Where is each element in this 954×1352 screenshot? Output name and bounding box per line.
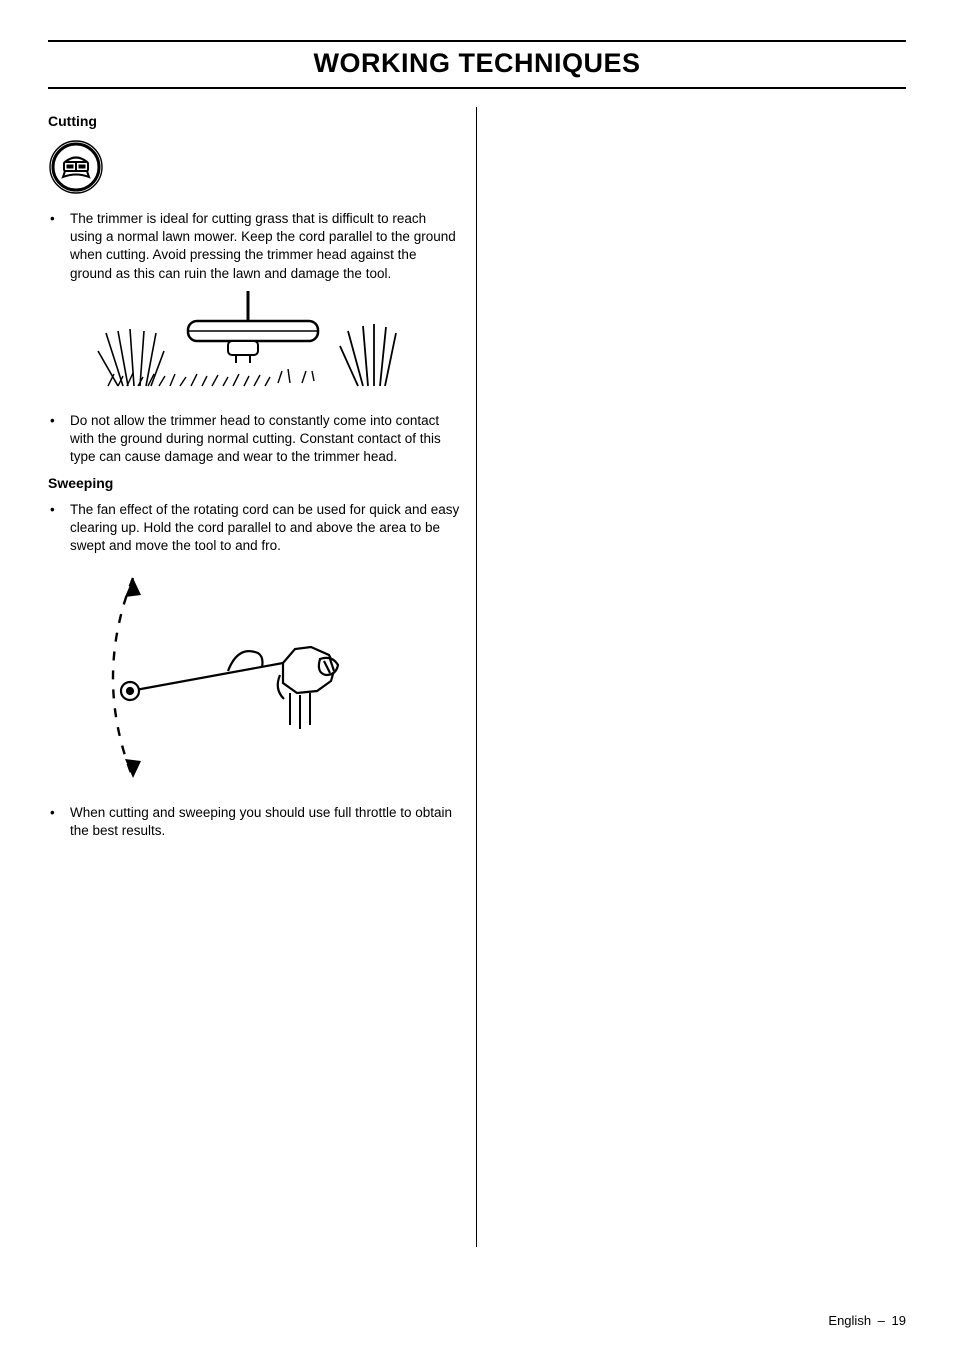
right-column <box>477 107 906 1247</box>
read-manual-icon-row <box>48 139 460 200</box>
bullet-marker: • <box>48 804 70 822</box>
heading-sweeping: Sweeping <box>48 475 460 491</box>
page-title: WORKING TECHNIQUES <box>313 48 640 78</box>
content-columns: Cutting • The trimmer is ideal for cutti… <box>48 107 906 1247</box>
bullet-sweeping-1: • The fan effect of the rotating cord ca… <box>48 501 460 556</box>
illustration-cutting <box>68 291 460 406</box>
bullet-cutting-2: • Do not allow the trimmer head to const… <box>48 412 460 467</box>
bullet-sweeping-2: • When cutting and sweeping you should u… <box>48 804 460 840</box>
footer-separator: – <box>875 1313 888 1328</box>
bullet-cutting-2-text: Do not allow the trimmer head to constan… <box>70 412 460 467</box>
bullet-sweeping-2-text: When cutting and sweeping you should use… <box>70 804 460 840</box>
page-footer: English – 19 <box>828 1313 906 1328</box>
bullet-cutting-1-text: The trimmer is ideal for cutting grass t… <box>70 210 460 283</box>
heading-cutting: Cutting <box>48 113 460 129</box>
left-column: Cutting • The trimmer is ideal for cutti… <box>48 107 477 1247</box>
bullet-cutting-1: • The trimmer is ideal for cutting grass… <box>48 210 460 283</box>
illustration-sweeping <box>68 563 460 798</box>
page-title-block: WORKING TECHNIQUES <box>48 40 906 89</box>
bullet-marker: • <box>48 501 70 519</box>
read-manual-icon <box>48 139 104 195</box>
footer-page-number: 19 <box>892 1313 906 1328</box>
bullet-marker: • <box>48 412 70 430</box>
page-root: WORKING TECHNIQUES Cutting • The tri <box>0 0 954 1352</box>
bullet-sweeping-1-text: The fan effect of the rotating cord can … <box>70 501 460 556</box>
footer-language: English <box>828 1313 871 1328</box>
bullet-marker: • <box>48 210 70 228</box>
